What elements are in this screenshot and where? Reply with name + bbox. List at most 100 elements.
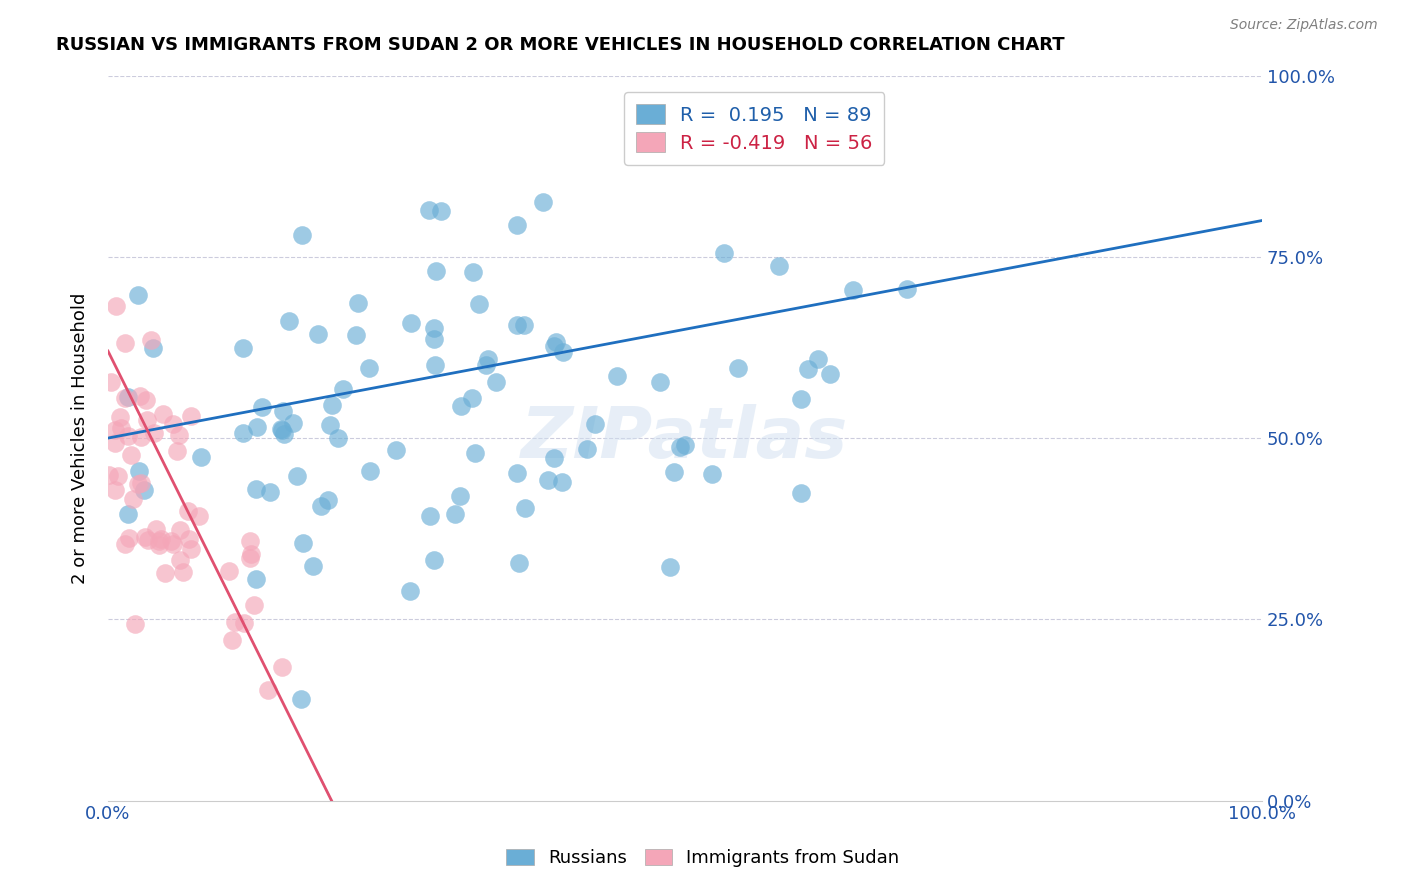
Point (790, 486, 813, 500)
Point (807, 352, 830, 367)
Point (114, 537, 136, 551)
Point (134, 530, 156, 544)
Point (117, 390, 139, 404)
Point (105, 300, 128, 314)
Point (148, 538, 170, 552)
Point (896, 282, 918, 296)
Text: Source: ZipAtlas.com: Source: ZipAtlas.com (1230, 18, 1378, 32)
Point (169, 553, 191, 567)
Point (257, 683, 280, 698)
Point (108, 409, 131, 424)
Point (122, 492, 145, 507)
Point (650, 375, 672, 389)
Point (506, 466, 529, 480)
Point (485, 375, 508, 389)
Point (399, 583, 422, 598)
Point (546, 335, 568, 350)
Legend: R =  0.195   N = 89, R = -0.419   N = 56: R = 0.195 N = 89, R = -0.419 N = 56 (624, 93, 884, 165)
Point (118, 531, 141, 545)
Point (281, 416, 304, 430)
Text: ZIPatlas: ZIPatlas (522, 403, 849, 473)
Point (243, 599, 266, 613)
Point (169, 523, 191, 537)
Point (583, 417, 606, 432)
Point (606, 369, 628, 384)
Point (319, 417, 342, 432)
Point (543, 339, 565, 353)
Point (114, 391, 136, 405)
Point (332, 382, 354, 396)
Point (245, 572, 267, 586)
Point (359, 465, 381, 479)
Point (713, 245, 735, 260)
Point (790, 392, 813, 406)
Point (506, 318, 529, 332)
Y-axis label: 2 or more Vehicles in Household: 2 or more Vehicles in Household (72, 293, 89, 583)
Point (188, 508, 211, 523)
Point (129, 389, 152, 403)
Point (768, 259, 790, 273)
Point (117, 507, 139, 521)
Point (425, 264, 447, 278)
Point (673, 438, 696, 452)
Point (129, 430, 152, 444)
Point (290, 692, 312, 706)
Point (464, 446, 486, 460)
Point (423, 358, 446, 372)
Point (513, 501, 536, 516)
Point (270, 421, 292, 435)
Point (307, 327, 329, 342)
Point (291, 228, 314, 243)
Point (419, 508, 441, 523)
Point (551, 345, 574, 359)
Point (167, 428, 190, 442)
Point (136, 413, 159, 427)
Point (344, 328, 367, 343)
Point (285, 468, 308, 483)
Point (124, 617, 146, 632)
Point (177, 532, 200, 546)
Point (700, 467, 723, 481)
Point (250, 400, 273, 414)
Point (246, 419, 269, 434)
Point (180, 542, 202, 557)
Point (129, 475, 152, 490)
Point (513, 318, 536, 332)
Point (232, 426, 254, 441)
Point (259, 485, 281, 500)
Point (190, 450, 212, 464)
Point (127, 288, 149, 302)
Point (273, 404, 295, 418)
Point (669, 441, 692, 455)
Point (139, 333, 162, 347)
Point (309, 500, 332, 514)
Point (797, 362, 820, 376)
Point (302, 559, 325, 574)
Point (152, 408, 174, 422)
Point (842, 283, 865, 297)
Point (162, 417, 184, 432)
Point (506, 219, 529, 233)
Point (104, 423, 127, 437)
Point (423, 332, 446, 346)
Point (316, 493, 339, 508)
Point (662, 465, 685, 479)
Point (271, 423, 294, 437)
Point (658, 560, 681, 574)
Point (508, 556, 530, 570)
Point (98, 467, 121, 482)
Point (347, 295, 370, 310)
Point (120, 448, 142, 462)
Point (271, 660, 294, 674)
Point (148, 533, 170, 548)
Point (450, 399, 472, 413)
Point (321, 398, 343, 412)
Point (232, 615, 254, 630)
Point (239, 534, 262, 549)
Point (240, 548, 263, 562)
Point (449, 489, 471, 503)
Point (104, 483, 127, 497)
Point (166, 444, 188, 458)
Point (423, 320, 446, 334)
Point (461, 265, 484, 279)
